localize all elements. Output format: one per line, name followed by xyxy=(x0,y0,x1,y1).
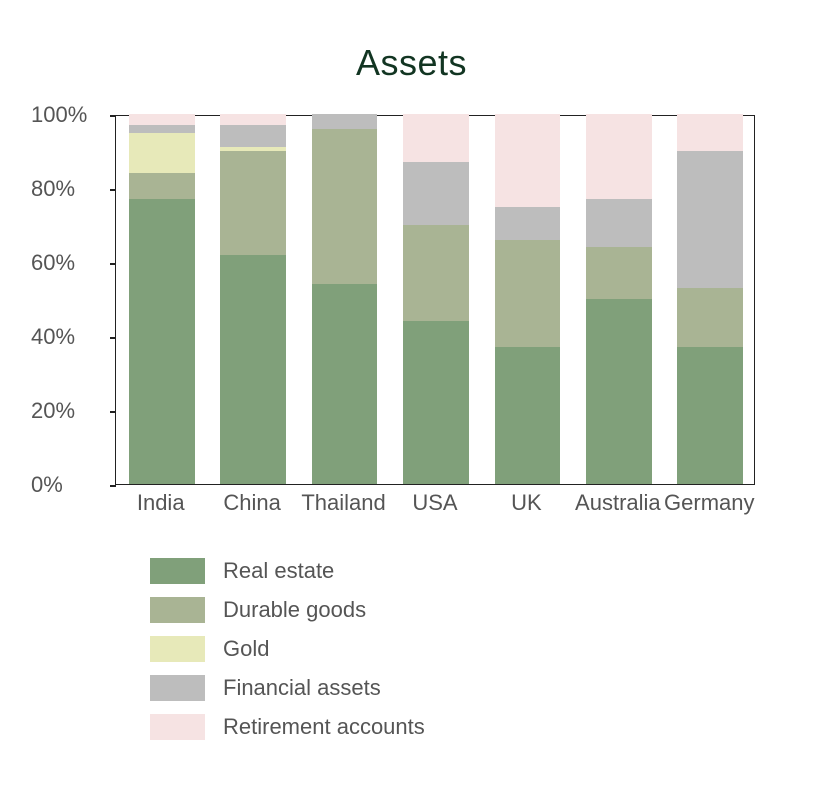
bar-segment-real_estate xyxy=(677,347,743,484)
assets-chart: Assets IndiaChinaThailandUSAUKAustraliaG… xyxy=(0,0,823,811)
bar-segment-durable_goods xyxy=(220,151,286,255)
bar-segment-financial xyxy=(129,125,195,132)
legend-swatch xyxy=(150,558,205,584)
legend: Real estate Durable goods Gold Financial as… xyxy=(150,558,425,753)
legend-item: Real estate xyxy=(150,558,425,584)
bar-segment-durable_goods xyxy=(129,173,195,199)
y-tick-mark xyxy=(110,263,116,265)
bar-segment-financial xyxy=(495,207,561,240)
bar-column xyxy=(403,116,469,484)
legend-swatch xyxy=(150,597,205,623)
bar-segment-financial xyxy=(586,199,652,247)
bar-column xyxy=(495,116,561,484)
bar-column xyxy=(586,116,652,484)
bar-segment-real_estate xyxy=(220,255,286,484)
legend-item: Financial assets xyxy=(150,675,425,701)
bar-segment-retirement xyxy=(403,114,469,162)
x-axis-label: USA xyxy=(412,490,457,516)
bar-segment-retirement xyxy=(586,114,652,199)
y-tick-label: 80% xyxy=(31,176,103,202)
bar-column xyxy=(129,116,195,484)
x-axis-label: India xyxy=(137,490,185,516)
x-axis-label: Germany xyxy=(664,490,754,516)
bar-segment-financial xyxy=(220,125,286,147)
legend-label: Durable goods xyxy=(223,597,366,623)
bar-segment-real_estate xyxy=(403,321,469,484)
y-tick-mark xyxy=(110,411,116,413)
bar-column xyxy=(312,116,378,484)
legend-swatch xyxy=(150,675,205,701)
legend-label: Retirement accounts xyxy=(223,714,425,740)
x-axis-label: Thailand xyxy=(301,490,385,516)
bar-segment-financial xyxy=(403,162,469,225)
legend-swatch xyxy=(150,714,205,740)
chart-title: Assets xyxy=(0,42,823,84)
y-tick-mark xyxy=(110,115,116,117)
legend-label: Real estate xyxy=(223,558,334,584)
x-axis-label: Australia xyxy=(575,490,661,516)
y-tick-mark xyxy=(110,485,116,487)
legend-swatch xyxy=(150,636,205,662)
y-tick-mark xyxy=(110,189,116,191)
bar-segment-real_estate xyxy=(312,284,378,484)
bar-segment-real_estate xyxy=(495,347,561,484)
legend-label: Gold xyxy=(223,636,269,662)
bar-segment-durable_goods xyxy=(495,240,561,347)
plot-area xyxy=(115,115,755,485)
bar-segment-durable_goods xyxy=(312,129,378,284)
bar-segment-retirement xyxy=(220,114,286,125)
x-axis-label: China xyxy=(223,490,280,516)
bar-segment-gold xyxy=(220,147,286,151)
bars-container xyxy=(116,116,754,484)
bar-segment-real_estate xyxy=(586,299,652,484)
bar-segment-durable_goods xyxy=(677,288,743,347)
y-tick-label: 0% xyxy=(31,472,103,498)
bar-segment-durable_goods xyxy=(586,247,652,299)
bar-segment-retirement xyxy=(495,114,561,207)
legend-label: Financial assets xyxy=(223,675,381,701)
bar-segment-financial xyxy=(677,151,743,288)
y-tick-label: 100% xyxy=(31,102,103,128)
legend-item: Durable goods xyxy=(150,597,425,623)
legend-item: Retirement accounts xyxy=(150,714,425,740)
bar-segment-retirement xyxy=(677,114,743,151)
y-tick-mark xyxy=(110,337,116,339)
y-tick-label: 20% xyxy=(31,398,103,424)
y-tick-label: 60% xyxy=(31,250,103,276)
bar-column xyxy=(220,116,286,484)
bar-column xyxy=(677,116,743,484)
y-tick-label: 40% xyxy=(31,324,103,350)
bar-segment-financial xyxy=(312,114,378,129)
bar-segment-durable_goods xyxy=(403,225,469,321)
x-axis-label: UK xyxy=(511,490,542,516)
bar-segment-real_estate xyxy=(129,199,195,484)
x-axis-labels: India China Thailand USA UK AustraliaGermany xyxy=(115,490,755,530)
legend-item: Gold xyxy=(150,636,425,662)
bar-segment-retirement xyxy=(129,114,195,125)
bar-segment-gold xyxy=(129,133,195,174)
